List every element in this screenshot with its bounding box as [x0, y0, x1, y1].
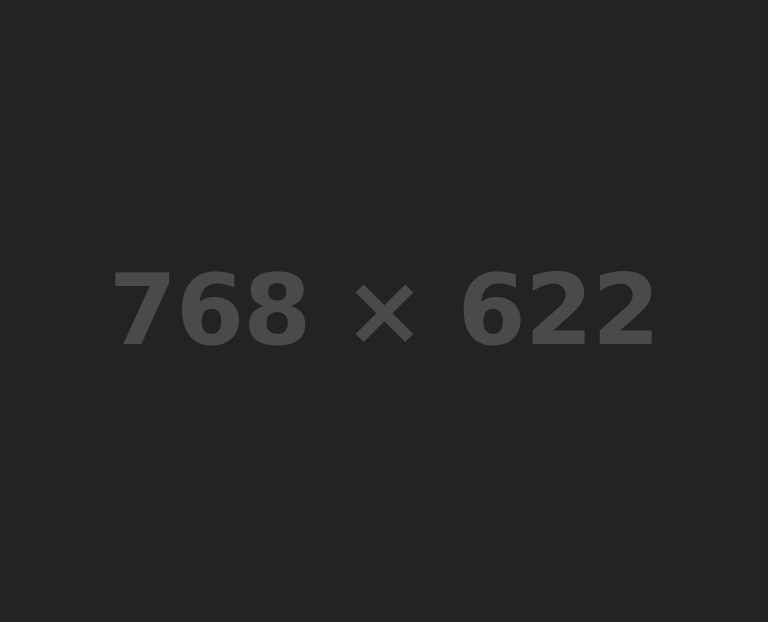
dimension-label: 768 × 622 — [108, 254, 660, 368]
